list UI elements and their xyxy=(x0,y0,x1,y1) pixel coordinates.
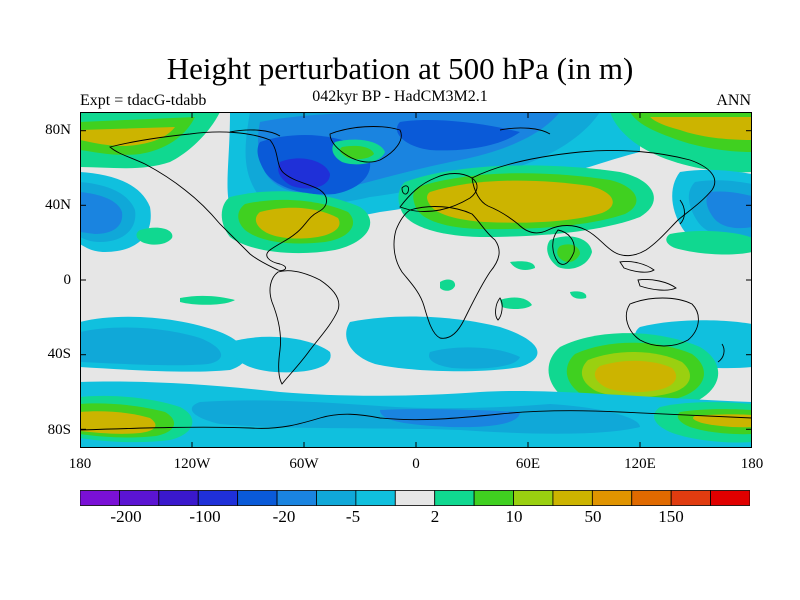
colorbar-box xyxy=(119,490,160,506)
lat-tick-label: 40N xyxy=(45,197,71,213)
colorbar-box xyxy=(355,490,396,506)
colorbar xyxy=(80,490,750,506)
map-subtitle: 042kyr BP - HadCM3M2.1 xyxy=(312,88,488,105)
colorbar-label: 150 xyxy=(658,507,684,526)
axis-ticks xyxy=(80,112,752,448)
colorbar-box xyxy=(158,490,199,506)
colorbar-box xyxy=(591,490,633,506)
colorbar-label: 2 xyxy=(430,507,440,526)
lon-tick-label: 60W xyxy=(289,456,319,472)
lon-tick-label: 0 xyxy=(412,456,420,472)
colorbar-box xyxy=(670,490,711,506)
colorbar-box xyxy=(80,490,120,506)
colorbar-box xyxy=(473,490,514,506)
lon-tick-label: 120E xyxy=(624,456,656,472)
lon-tick-label: 120W xyxy=(173,456,211,472)
colorbar-boxes xyxy=(80,490,750,506)
colorbar-box xyxy=(631,490,672,506)
lat-tick-label: 80N xyxy=(45,122,71,138)
colorbar-label: 10 xyxy=(505,507,523,526)
colorbar-label: -200 xyxy=(110,507,142,526)
season-label: ANN xyxy=(716,92,751,109)
lat-tick-label: 80S xyxy=(47,422,71,438)
colorbar-box xyxy=(276,490,317,506)
colorbar-label: -5 xyxy=(345,507,361,526)
colorbar-box xyxy=(552,490,593,506)
colorbar-label: -100 xyxy=(189,507,221,526)
colorbar-box xyxy=(316,490,357,506)
coastlines xyxy=(80,126,752,431)
lon-tick-label: 60E xyxy=(515,456,541,472)
colorbar-box xyxy=(710,490,750,506)
colorbar-box xyxy=(434,490,475,506)
colorbar-box xyxy=(237,490,278,506)
colorbar-label: -20 xyxy=(272,507,296,526)
colorbar-box xyxy=(197,490,239,506)
lat-tick-label: 0 xyxy=(63,272,72,288)
lon-tick-label: 180 xyxy=(740,456,764,472)
colorbar-box xyxy=(513,490,554,506)
experiment-label: Expt = tdacG-tdabb xyxy=(80,92,207,109)
colorbar-box xyxy=(394,490,436,506)
contour-field xyxy=(80,112,752,448)
height-perturbation-map xyxy=(80,112,752,448)
lat-tick-label: 40S xyxy=(47,346,71,362)
map-title: Height perturbation at 500 hPa (in m) xyxy=(166,51,634,86)
lon-tick-label: 180 xyxy=(68,456,92,472)
colorbar-label: 50 xyxy=(584,507,602,526)
